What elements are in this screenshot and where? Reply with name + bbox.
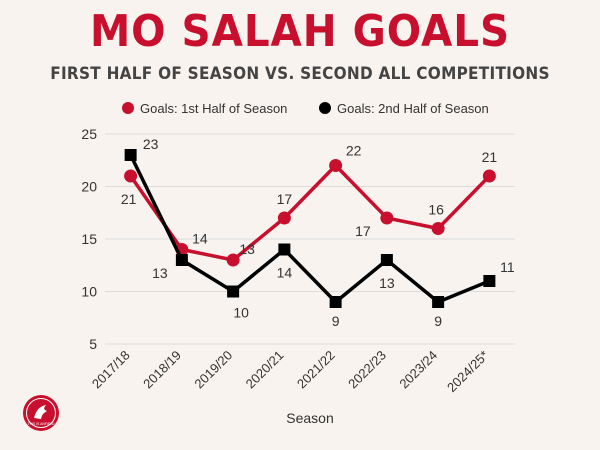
logo-text: THIS IS ANFIELD [28, 422, 55, 426]
liverbird-crest-icon: THIS IS ANFIELD [23, 395, 59, 431]
data-label: 9 [434, 313, 442, 329]
data-point [124, 169, 138, 183]
data-point [277, 211, 291, 225]
data-point [227, 285, 240, 298]
legend-label: Goals: 2nd Half of Season [337, 101, 489, 116]
x-tick-label: 2023/24 [396, 348, 440, 392]
data-point [175, 254, 188, 266]
data-point [329, 296, 342, 308]
data-label: 17 [277, 191, 293, 207]
data-point [124, 149, 137, 161]
data-point [431, 222, 445, 235]
data-label: 21 [121, 191, 137, 207]
legend-marker [122, 102, 134, 114]
x-tick-label: 2020/21 [243, 348, 287, 392]
data-point [380, 211, 394, 225]
y-tick-label: 20 [81, 179, 97, 195]
legend-marker [319, 102, 331, 114]
data-label: 14 [277, 265, 293, 281]
x-axis-label: Season [286, 410, 333, 426]
data-label: 13 [379, 275, 395, 291]
data-label: 17 [355, 223, 371, 239]
x-tick-label: 2024/25* [444, 348, 491, 395]
legend-label: Goals: 1st Half of Season [140, 101, 287, 116]
data-point [483, 275, 496, 287]
chart-subtitle: FIRST HALF OF SEASON VS. SECOND ALL COMP… [50, 64, 550, 84]
x-tick-label: 2022/23 [345, 348, 389, 392]
series-line [129, 163, 491, 262]
data-point [226, 253, 240, 267]
data-label: 13 [152, 265, 168, 281]
data-point [329, 159, 343, 172]
data-label: 11 [500, 259, 515, 275]
data-label: 13 [239, 241, 255, 257]
x-tick-label: 2019/20 [191, 348, 235, 392]
chart-title: MO SALAH GOALS [89, 6, 511, 57]
data-point [278, 243, 291, 256]
data-label: 21 [482, 149, 498, 165]
data-label: 14 [192, 231, 208, 247]
x-tick-label: 2018/19 [140, 348, 184, 392]
series-line [129, 154, 491, 304]
y-tick-label: 10 [81, 284, 97, 300]
data-label: 10 [233, 305, 249, 321]
data-label: 23 [143, 136, 159, 152]
data-point [432, 296, 445, 308]
data-point [482, 169, 496, 183]
y-tick-label: 5 [89, 336, 97, 352]
data-point [380, 254, 393, 266]
data-label: 16 [428, 202, 444, 218]
y-tick-label: 25 [81, 126, 97, 142]
data-label: 9 [332, 313, 340, 329]
y-tick-label: 15 [81, 231, 97, 247]
data-label: 22 [346, 143, 362, 159]
x-tick-label: 2021/22 [294, 348, 338, 392]
x-tick-label: 2017/18 [89, 348, 133, 392]
